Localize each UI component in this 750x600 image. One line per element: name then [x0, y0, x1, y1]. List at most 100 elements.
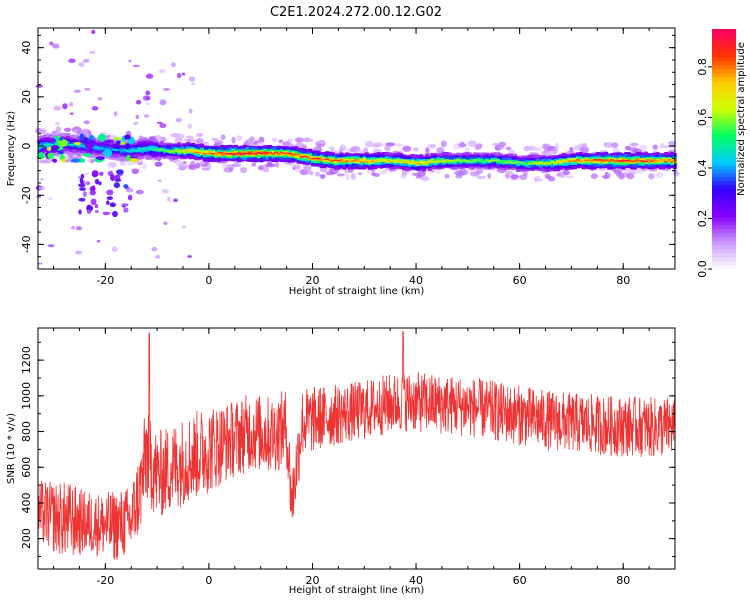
- ridge-cell: [71, 143, 76, 146]
- ridge-cell: [450, 160, 455, 162]
- ridge-cell: [427, 160, 432, 163]
- ridge-cell: [496, 159, 501, 162]
- ridge-blob: [115, 140, 121, 145]
- halo-blob: [379, 170, 387, 175]
- colorbar-tick-label: 0.4: [696, 159, 709, 177]
- ridge-cell: [342, 161, 347, 163]
- colorbar-cell: [712, 245, 736, 250]
- ridge-cell: [288, 152, 293, 155]
- y-tick-label: 600: [20, 457, 33, 478]
- halo-blob: [554, 142, 560, 150]
- halo-blob: [207, 163, 212, 170]
- ridge-cell: [142, 148, 147, 151]
- noise-blob: [113, 111, 118, 117]
- halo-blob: [336, 173, 345, 177]
- halo-blob: [374, 142, 384, 148]
- halo-blob: [203, 141, 210, 147]
- halo-blob: [532, 147, 542, 152]
- ridge-blob: [88, 134, 95, 140]
- ridge-cell: [234, 150, 239, 155]
- ridge-cell: [359, 158, 364, 163]
- ridge-cell: [558, 160, 563, 162]
- ridge-cell: [419, 161, 424, 163]
- ridge-cell: [501, 160, 506, 163]
- ridge-cell: [245, 152, 250, 155]
- ridge-cell: [558, 160, 563, 165]
- colorbar-cell: [712, 193, 736, 198]
- noise-blob: [91, 185, 96, 191]
- ridge-cell: [615, 160, 620, 162]
- noise-blob: [154, 161, 163, 167]
- ridge-cell: [478, 158, 484, 163]
- colorbar-cell: [712, 33, 736, 38]
- noise-blob: [145, 102, 150, 106]
- ridge-cell: [584, 159, 589, 162]
- halo-blob: [81, 128, 91, 135]
- halo-blob: [429, 143, 437, 149]
- ridge-cell: [48, 144, 53, 146]
- halo-blob: [213, 140, 224, 145]
- noise-blob: [80, 173, 84, 179]
- colorbar-cell: [712, 77, 736, 82]
- noise-blob: [97, 97, 103, 101]
- ridge-cell: [182, 149, 187, 154]
- ridge-cell: [604, 159, 609, 161]
- x-tick-label: 40: [409, 574, 423, 587]
- halo-blob: [412, 147, 420, 152]
- halo-blob: [272, 137, 277, 142]
- ridge-cell: [362, 157, 367, 162]
- halo-blob: [236, 135, 243, 142]
- noise-blob: [53, 105, 61, 111]
- halo-blob: [590, 173, 598, 180]
- ridge-cell: [550, 161, 555, 163]
- y-tick-label: -40: [20, 235, 33, 253]
- ridge-cell: [291, 153, 296, 156]
- ridge-cell: [182, 149, 187, 151]
- ridge-cell: [367, 160, 372, 162]
- noise-blob: [79, 187, 86, 191]
- noise-blob: [182, 161, 187, 164]
- ridge-cell: [225, 152, 230, 155]
- ridge-cell: [416, 163, 421, 165]
- ridge-cell: [339, 159, 344, 161]
- ridge-blob: [46, 138, 57, 143]
- ridge-cell: [134, 149, 139, 152]
- halo-blob: [605, 141, 613, 149]
- ridge-cell: [288, 152, 293, 157]
- ridge-cell: [424, 160, 429, 163]
- ridge-cell: [231, 151, 236, 156]
- ridge-cell: [276, 153, 281, 155]
- noise-blob: [181, 225, 187, 229]
- ridge-cell: [299, 156, 304, 158]
- halo-blob: [628, 170, 637, 175]
- ridge-cell: [524, 163, 529, 165]
- ridge-cell: [313, 157, 318, 160]
- ridge-cell: [94, 145, 99, 151]
- ridge-cell: [293, 153, 298, 155]
- ridge-cell: [362, 160, 367, 163]
- ridge-cell: [211, 152, 216, 155]
- ridge-cell: [322, 159, 327, 161]
- ridge-cell: [68, 143, 73, 146]
- ridge-cell: [148, 145, 153, 151]
- ridge-cell: [453, 159, 458, 161]
- ridge-cell: [65, 143, 71, 146]
- ridge-cell: [504, 161, 509, 164]
- colorbar-cell: [712, 233, 736, 238]
- ridge-cell: [439, 158, 444, 163]
- ridge-cell: [399, 161, 404, 163]
- ridge-cell: [171, 149, 176, 154]
- ridge-cell: [108, 147, 113, 153]
- ridge-cell: [114, 149, 119, 152]
- ridge-cell: [385, 160, 390, 163]
- ridge-cell: [199, 152, 204, 154]
- halo-blob: [158, 136, 167, 142]
- ridge-cell: [197, 152, 202, 154]
- ridge-cell: [319, 159, 324, 161]
- halo-blob: [648, 173, 655, 180]
- noise-blob: [55, 121, 60, 126]
- ridge-cell: [447, 159, 452, 162]
- ridge-cell: [83, 145, 88, 148]
- ridge-cell: [330, 159, 335, 162]
- colorbar-tick-label: 0.2: [696, 210, 709, 228]
